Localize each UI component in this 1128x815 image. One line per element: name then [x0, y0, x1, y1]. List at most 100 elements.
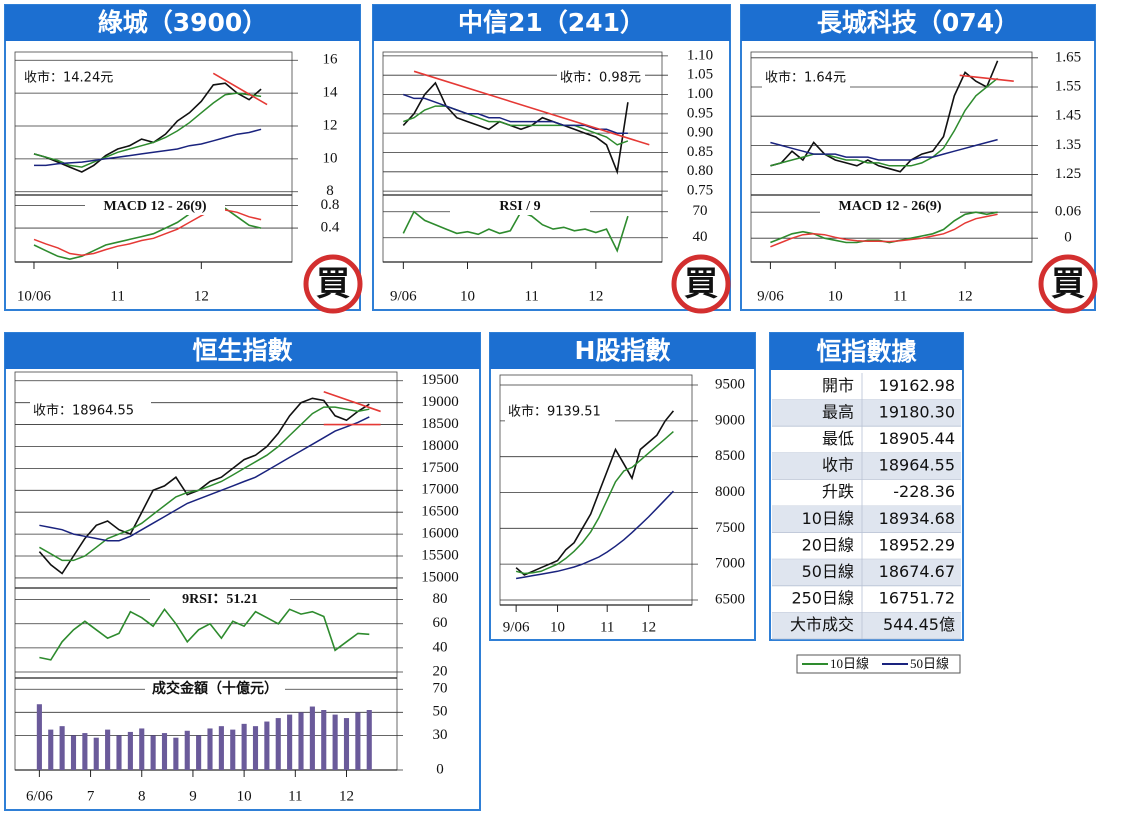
series-line	[515, 431, 674, 575]
row-value: 19162.98	[879, 376, 955, 395]
bar	[264, 721, 270, 770]
series-line	[34, 128, 262, 167]
y-tick-label: 20	[433, 663, 448, 679]
bar	[321, 710, 327, 770]
title-bar	[741, 5, 1095, 41]
y-tick-label: 16	[323, 52, 339, 68]
row-value: -228.36	[893, 482, 955, 501]
legend-label: 10日線	[830, 656, 869, 671]
y-tick-label: 0.4	[321, 220, 340, 236]
bar	[150, 735, 156, 770]
row-label: 10日線	[802, 509, 854, 528]
x-tick-label: 11	[893, 288, 907, 304]
row-label: 升跌	[822, 482, 854, 501]
row-shade	[772, 506, 961, 533]
x-tick-label: 11	[524, 288, 538, 304]
sub-title: 成交金額（十億元）	[152, 680, 278, 697]
stamp	[303, 254, 363, 314]
annotation-bg	[557, 68, 645, 88]
trend-line	[323, 390, 381, 413]
series-line	[402, 210, 629, 253]
y-tick-label: 16000	[421, 526, 459, 542]
bar	[343, 718, 350, 770]
x-tick-label: 10	[237, 788, 252, 804]
table-box	[769, 332, 964, 641]
row-value: 18952.29	[879, 535, 955, 554]
y-tick-label: 17500	[421, 460, 459, 476]
y-tick-label: 0.80	[687, 163, 713, 179]
y-tick-label: 30	[433, 727, 448, 743]
row-value: 18964.55	[879, 456, 955, 475]
series-line	[33, 82, 262, 173]
close-annotation: 收市：9139.51	[508, 404, 601, 420]
trend-line	[212, 72, 268, 106]
series-line	[515, 410, 675, 576]
title-bar	[770, 333, 963, 370]
series-line	[39, 607, 370, 661]
trend-line	[413, 70, 650, 146]
y-tick-label: 12	[323, 117, 338, 133]
annotation-bg	[505, 402, 615, 422]
bar	[105, 729, 111, 770]
x-tick-label: 7	[87, 788, 95, 804]
sub-title: RSI / 9	[499, 199, 540, 214]
row-value: 16751.72	[879, 589, 955, 608]
close-annotation: 收市：1.64元	[765, 70, 846, 86]
chart-title: 中信21（241）	[458, 8, 645, 37]
x-tick-label: 10	[550, 619, 565, 635]
y-tick-label: 1.25	[1055, 166, 1081, 182]
table-title: 恒指數據	[816, 337, 917, 366]
stamp	[1038, 254, 1098, 314]
series-line	[39, 416, 370, 542]
y-tick-label: 50	[433, 704, 448, 720]
x-tick-label: 10/06	[17, 288, 52, 304]
x-tick-label: 9/06	[757, 288, 784, 304]
bar	[332, 714, 338, 770]
legend-box	[796, 654, 961, 674]
y-tick-label: 6500	[715, 591, 745, 607]
x-tick-label: 10	[460, 288, 475, 304]
y-tick-label: 15000	[421, 569, 459, 585]
y-tick-label: 1.65	[1055, 49, 1081, 65]
y-tick-label: 0	[436, 761, 444, 777]
chart-title: 綠城（3900）	[98, 8, 268, 37]
x-tick-label: 9/06	[503, 619, 530, 635]
series-line	[770, 77, 999, 167]
row-label: 最高	[822, 402, 854, 421]
row-label: 大市成交	[790, 615, 854, 634]
bar	[309, 706, 315, 770]
y-tick-label: 70	[433, 681, 448, 697]
x-tick-label: 12	[641, 619, 656, 635]
sub-title-bg	[85, 199, 225, 215]
stamp	[671, 254, 731, 314]
title-bar	[5, 5, 360, 41]
y-tick-label: 9500	[715, 376, 745, 392]
x-tick-label: 11	[288, 788, 302, 804]
row-shade	[772, 452, 961, 480]
bar	[48, 729, 54, 770]
y-tick-label: 7500	[715, 520, 745, 536]
y-tick-label: 0.95	[687, 105, 713, 121]
series-line	[770, 213, 998, 248]
close-annotation: 收市：0.98元	[560, 70, 641, 86]
row-shade	[772, 399, 961, 427]
y-tick-label: 18000	[421, 438, 459, 454]
y-tick-label: 10	[323, 150, 338, 166]
y-tick-label: 16500	[421, 504, 459, 520]
stamp-text: 買	[316, 264, 350, 304]
sub-title-bg	[150, 592, 290, 608]
row-shade	[772, 559, 961, 586]
bar	[82, 733, 88, 770]
sub-title: 9RSI：51.21	[182, 592, 258, 607]
row-value: 19180.30	[879, 402, 955, 421]
bar	[116, 735, 122, 770]
bar	[139, 728, 145, 770]
x-tick-label: 12	[958, 288, 973, 304]
bar	[298, 712, 304, 770]
row-label: 最低	[822, 429, 854, 448]
y-tick-label: 8	[326, 183, 334, 199]
series-line	[38, 397, 370, 575]
y-tick-label: 17000	[421, 482, 459, 498]
trend-line	[959, 74, 1014, 82]
